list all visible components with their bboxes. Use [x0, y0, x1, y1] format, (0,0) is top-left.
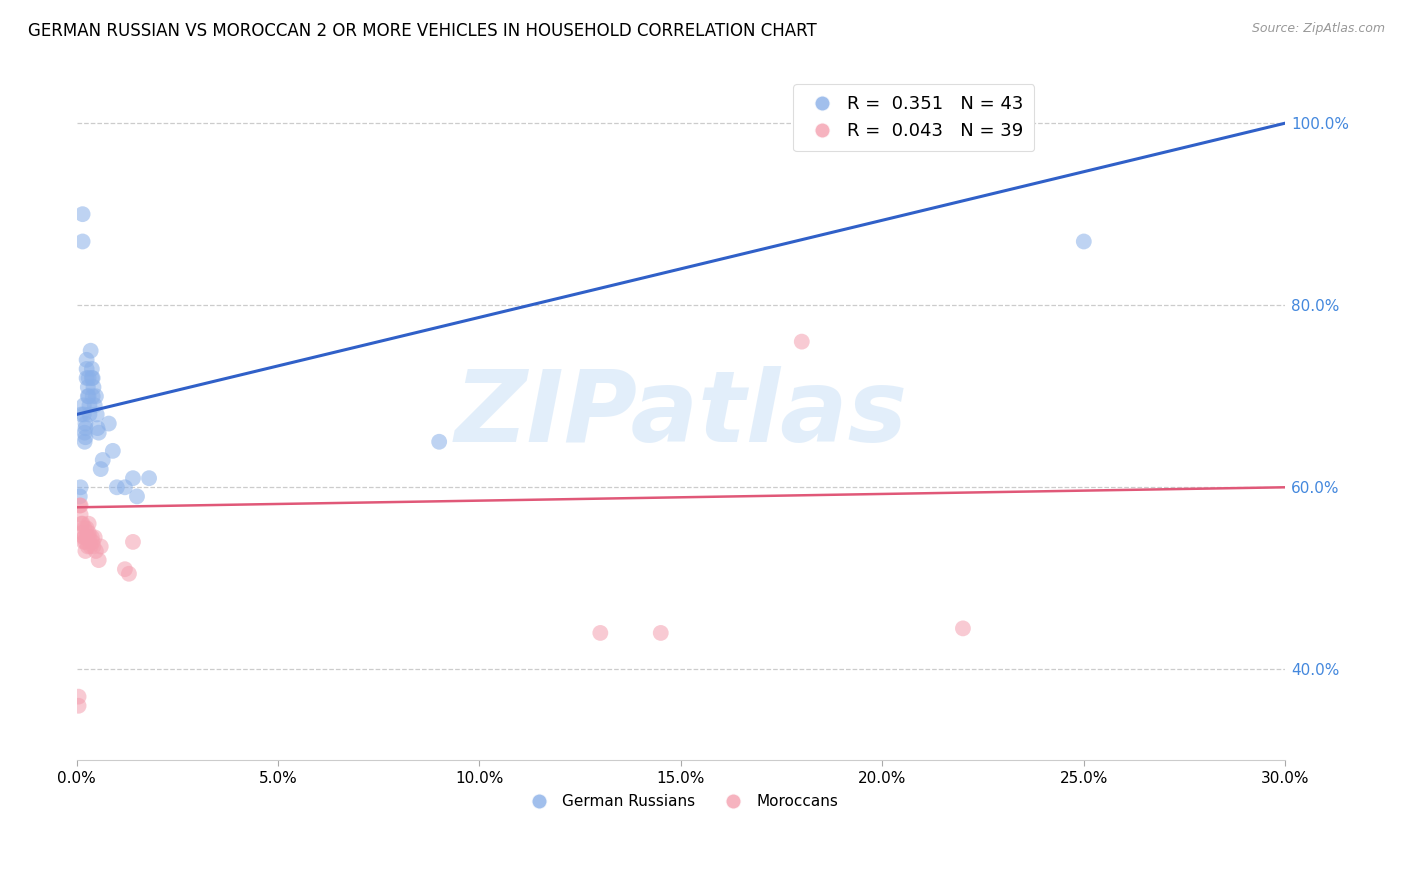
Point — [82, 389, 104, 403]
Point — [72, 516, 94, 531]
Point — [1073, 235, 1095, 249]
Text: Source: ZipAtlas.com: Source: ZipAtlas.com — [1251, 22, 1385, 36]
Point — [76, 530, 98, 544]
Point — [72, 207, 94, 221]
Point — [80, 530, 103, 544]
Point — [83, 398, 105, 412]
Point — [97, 417, 120, 431]
Point — [76, 389, 98, 403]
Point — [69, 499, 91, 513]
Point — [77, 389, 100, 403]
Point — [67, 698, 90, 713]
Point — [790, 334, 813, 349]
Point — [75, 417, 97, 431]
Point — [70, 408, 93, 422]
Point — [73, 530, 96, 544]
Point — [80, 371, 103, 385]
Point — [77, 516, 100, 531]
Point — [75, 544, 97, 558]
Point — [73, 408, 96, 422]
Point — [90, 462, 112, 476]
Legend: German Russians, Moroccans: German Russians, Moroccans — [517, 788, 844, 815]
Point — [72, 235, 94, 249]
Point — [69, 499, 91, 513]
Point — [76, 540, 98, 554]
Point — [80, 362, 103, 376]
Point — [73, 398, 96, 412]
Point — [84, 544, 107, 558]
Point — [114, 480, 136, 494]
Point — [82, 371, 104, 385]
Point — [76, 380, 98, 394]
Point — [76, 521, 98, 535]
Point — [75, 421, 97, 435]
Point — [70, 516, 93, 531]
Point — [118, 566, 141, 581]
Point — [82, 540, 104, 554]
Point — [86, 421, 108, 435]
Point — [75, 535, 97, 549]
Point — [75, 430, 97, 444]
Point — [82, 380, 104, 394]
Point — [79, 343, 101, 358]
Point — [77, 371, 100, 385]
Point — [86, 408, 108, 422]
Point — [138, 471, 160, 485]
Point — [73, 530, 96, 544]
Text: ZIPatlas: ZIPatlas — [454, 366, 907, 463]
Point — [73, 425, 96, 440]
Point — [952, 621, 974, 635]
Point — [90, 540, 112, 554]
Point — [73, 535, 96, 549]
Point — [82, 535, 104, 549]
Point — [72, 525, 94, 540]
Point — [73, 521, 96, 535]
Point — [84, 389, 107, 403]
Point — [83, 530, 105, 544]
Point — [76, 352, 98, 367]
Point — [101, 443, 124, 458]
Point — [427, 434, 450, 449]
Point — [76, 530, 98, 544]
Point — [87, 553, 110, 567]
Point — [73, 434, 96, 449]
Point — [79, 530, 101, 544]
Point — [589, 626, 612, 640]
Point — [69, 489, 91, 503]
Point — [114, 562, 136, 576]
Point — [650, 626, 672, 640]
Point — [125, 489, 148, 503]
Point — [91, 453, 114, 467]
Point — [105, 480, 128, 494]
Point — [79, 408, 101, 422]
Point — [87, 425, 110, 440]
Point — [122, 471, 145, 485]
Point — [79, 398, 101, 412]
Point — [69, 480, 91, 494]
Point — [69, 508, 91, 522]
Point — [77, 525, 100, 540]
Point — [76, 362, 98, 376]
Point — [122, 535, 145, 549]
Text: GERMAN RUSSIAN VS MOROCCAN 2 OR MORE VEHICLES IN HOUSEHOLD CORRELATION CHART: GERMAN RUSSIAN VS MOROCCAN 2 OR MORE VEH… — [28, 22, 817, 40]
Point — [76, 371, 98, 385]
Point — [67, 690, 90, 704]
Point — [79, 540, 101, 554]
